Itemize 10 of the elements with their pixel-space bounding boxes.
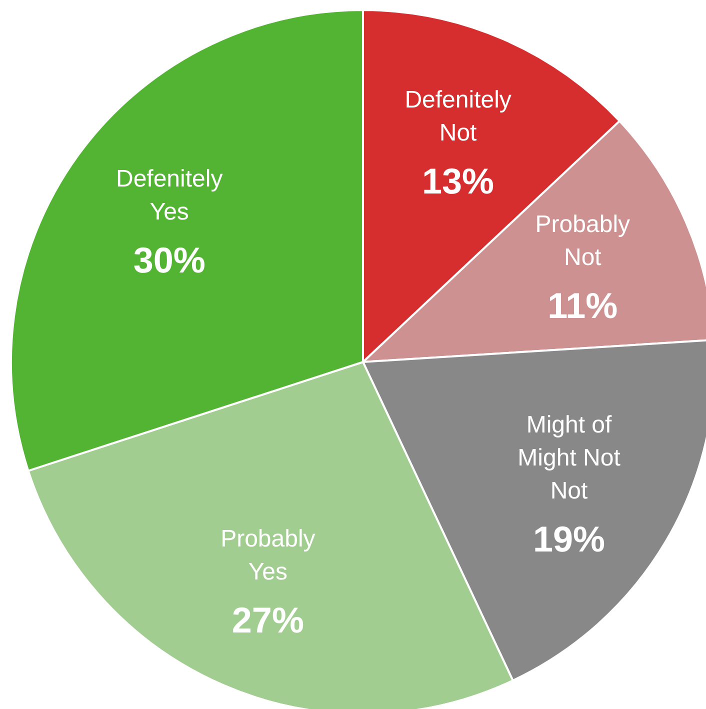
- data-label: 11%: [548, 284, 618, 326]
- slice-label: Defenitely Not: [404, 86, 512, 146]
- data-label: 30%: [133, 239, 206, 280]
- slice-label: Probably Not: [535, 210, 630, 271]
- slice-label: Probably Yes: [220, 526, 316, 586]
- slice-label: Defenitely Yes: [116, 165, 223, 226]
- slice-label: Might of Might Not Not: [518, 411, 621, 504]
- data-label: 19%: [532, 518, 606, 560]
- data-label: 13%: [422, 160, 494, 202]
- data-label: 27%: [232, 600, 304, 641]
